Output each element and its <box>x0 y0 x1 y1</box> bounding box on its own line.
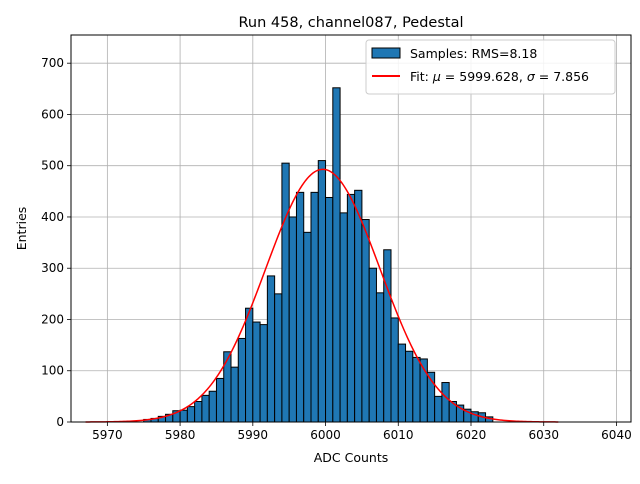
histogram-bar <box>252 321 261 423</box>
histogram-bar <box>201 394 210 423</box>
histogram-bar <box>397 343 407 423</box>
x-tick-label: 6020 <box>456 428 487 442</box>
histogram-bar <box>354 189 363 423</box>
x-axis-ticks: 5970 5980 5990 6000 6010 6020 6030 6040 <box>92 422 632 442</box>
x-axis-label: ADC Counts <box>314 450 389 465</box>
y-tick-label: 300 <box>41 261 64 275</box>
histogram-bar <box>274 293 283 423</box>
legend-swatch-samples <box>371 47 401 59</box>
histogram-bar <box>194 400 203 423</box>
histogram-bar <box>346 193 356 423</box>
x-tick-label: 5990 <box>238 428 269 442</box>
histogram-bar <box>375 292 385 423</box>
histogram-bar <box>295 191 305 423</box>
histogram-bar <box>434 395 443 423</box>
histogram-bar <box>288 216 297 423</box>
histogram-bar <box>310 191 319 423</box>
histogram-bar <box>266 275 276 423</box>
x-tick-label: 6030 <box>528 428 559 442</box>
histogram-bar <box>259 324 268 423</box>
histogram-bar <box>245 307 254 423</box>
histogram-bar <box>237 337 247 423</box>
histogram-bar <box>383 249 392 423</box>
legend-fit-prefix: Fit: <box>410 69 429 84</box>
x-tick-label: 6000 <box>310 428 341 442</box>
legend: Samples: RMS=8.18 Fit: μ = 5999.628, σ =… <box>365 39 616 95</box>
legend-label-samples: Samples: RMS=8.18 <box>410 46 537 61</box>
legend-fit-sigma-value: = 7.856 <box>539 69 589 84</box>
fit-curve-layer <box>85 168 559 423</box>
y-axis-label: Entries <box>14 207 29 251</box>
legend-fit-sigma-symbol: σ <box>527 69 536 84</box>
histogram-bar <box>361 219 370 423</box>
y-tick-label: 400 <box>41 210 64 224</box>
histogram-bar <box>179 409 188 423</box>
histogram-bar <box>405 350 414 423</box>
y-tick-label: 100 <box>41 364 64 378</box>
chart-title: Run 458, channel087, Pedestal <box>238 15 463 31</box>
x-tick-label: 6010 <box>383 428 414 442</box>
legend-fit-mu-value: = 5999.628, <box>445 69 523 84</box>
histogram-bar <box>332 87 341 423</box>
histogram-bar <box>281 162 290 423</box>
legend-label-fit: Fit: μ = 5999.628, σ = 7.856 <box>410 69 589 84</box>
x-tick-label: 5970 <box>92 428 123 442</box>
x-tick-label: 6040 <box>601 428 632 442</box>
histogram-bar <box>303 231 312 423</box>
y-tick-label: 600 <box>41 107 64 121</box>
histogram-bar <box>412 356 421 423</box>
histogram-bars <box>143 87 494 423</box>
legend-fit-mu-symbol: μ <box>432 69 441 84</box>
histogram-bar <box>339 212 348 423</box>
y-axis-ticks: 0 100 200 300 400 500 600 700 <box>41 56 71 429</box>
y-tick-label: 200 <box>41 312 64 326</box>
gaussian-fit-line <box>85 168 559 423</box>
legend-box <box>365 39 616 95</box>
histogram-bar <box>223 351 232 423</box>
histogram-bar <box>317 160 327 423</box>
histogram-bar <box>215 377 225 423</box>
y-tick-label: 0 <box>56 415 64 429</box>
histogram-bar <box>186 406 196 423</box>
histogram-bar <box>390 317 399 423</box>
histogram-bar <box>208 390 217 423</box>
histogram-bar <box>325 196 334 423</box>
histogram-bar <box>368 267 377 423</box>
y-tick-label: 700 <box>41 56 64 70</box>
plot-frame <box>70 34 632 423</box>
histogram-bar <box>441 382 450 423</box>
histogram-bar <box>230 366 239 423</box>
x-tick-label: 5980 <box>165 428 196 442</box>
y-tick-label: 500 <box>41 159 64 173</box>
